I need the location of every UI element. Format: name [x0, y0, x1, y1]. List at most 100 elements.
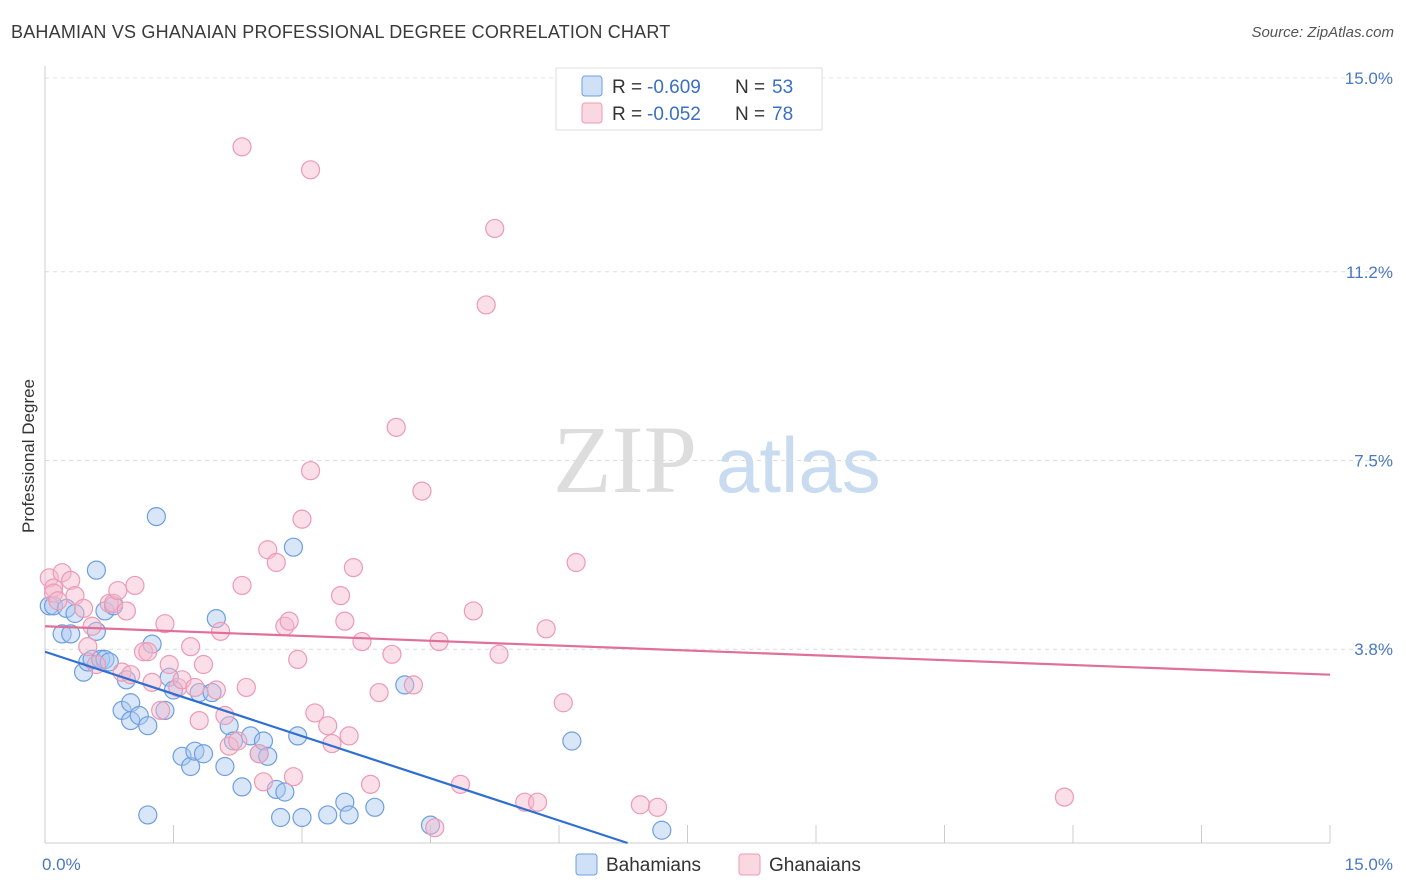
bahamians-point-44	[275, 782, 295, 802]
bahamians-point-21	[138, 716, 158, 736]
ghanaians-point-69	[527, 792, 548, 812]
bahamians-point-50	[339, 805, 359, 825]
source-note: Source: ZipAtlas.com	[1251, 24, 1394, 41]
ghanaians-point-42	[279, 611, 299, 631]
ghanaians-point-37	[249, 744, 269, 764]
series-legend: Bahamians Ghanaians	[575, 853, 861, 876]
ghanaians-point-35	[232, 575, 252, 596]
watermark-zip: ZIP	[553, 406, 697, 513]
ghanaians-point-36	[236, 677, 256, 698]
ghanaians-point-38	[253, 772, 274, 792]
legend-swatch-bahamians	[581, 75, 603, 97]
y-tick-labels: 3.8% 7.5% 11.2% 15.0%	[1345, 69, 1393, 659]
bahamians-point-51	[365, 797, 385, 817]
bahamians-point-49	[335, 792, 355, 812]
bahamians-point-35	[219, 716, 239, 736]
legend-n-label-2: N =	[735, 104, 765, 125]
x-tick-label-0: 0.0%	[42, 855, 81, 874]
ghanaians-point-44	[288, 649, 308, 670]
bahamians-point-34	[215, 756, 235, 777]
ghanaians-point-59	[403, 675, 423, 695]
ghanaians-point-19	[138, 642, 158, 662]
ghanaians-point-72	[566, 552, 586, 573]
ghanaians-point-26	[181, 637, 201, 657]
bahamians-point-40	[253, 731, 274, 751]
y-tick-label-0: 3.8%	[1354, 640, 1393, 659]
ghanaians-point-71	[553, 693, 573, 713]
legend-r-label-2: R =	[612, 104, 642, 125]
bahamians-point-47	[292, 807, 312, 828]
ghanaians-trend-line	[44, 625, 1331, 676]
legend-r-value-1: -0.609	[647, 77, 701, 98]
ghanaians-point-73	[630, 795, 650, 815]
ghanaians-point-61	[425, 818, 445, 838]
bottom-legend-swatch-bahamians	[575, 853, 598, 876]
bahamians-point-4	[61, 624, 81, 644]
ghanaians-point-17	[125, 575, 145, 596]
y-tick-label-3: 15.0%	[1345, 69, 1393, 88]
bahamians-point-24	[155, 700, 175, 721]
ghanaians-point-40	[266, 552, 286, 573]
ghanaians-point-66	[485, 218, 505, 239]
ghanaians-point-56	[369, 682, 389, 703]
correlation-legend: R = -0.609 N = 53 R = -0.052 N = 78	[555, 67, 823, 131]
ghanaians-point-58	[386, 417, 406, 437]
legend-r-value-2: -0.052	[647, 104, 701, 125]
bottom-legend-label-ghanaians: Ghanaians	[769, 855, 861, 876]
legend-r-label-1: R =	[612, 77, 642, 98]
bahamians-point-46	[288, 726, 308, 746]
gridlines	[45, 77, 1390, 650]
bahamians-point-10	[86, 560, 107, 580]
ghanaians-point-48	[318, 716, 338, 736]
ghanaians-point-65	[476, 295, 496, 315]
bahamians-point-48	[318, 805, 338, 825]
ghanaians-point-76	[232, 137, 252, 157]
legend-n-value-2: 78	[772, 104, 793, 125]
ghanaians-point-50	[330, 586, 351, 606]
bahamians-point-55	[652, 820, 672, 840]
ghanaians-point-75	[1054, 787, 1075, 807]
watermark-atlas: atlas	[716, 421, 881, 509]
bahamians-point-23	[146, 506, 166, 527]
ghanaians-point-13	[108, 580, 128, 601]
ghanaians-point-29	[193, 654, 214, 675]
ghanaians-point-28	[189, 710, 209, 731]
ghanaians-point-32	[215, 705, 235, 726]
ghanaians-point-23	[159, 654, 179, 675]
ghanaians-point-3	[48, 591, 68, 611]
bahamians-point-33	[206, 608, 226, 629]
ghanaians-point-34	[228, 731, 248, 751]
ghanaians-point-31	[211, 621, 231, 641]
y-tick-label-1: 7.5%	[1354, 452, 1393, 471]
ghanaians-point-77	[300, 160, 321, 180]
ghanaians-point-43	[283, 767, 304, 787]
legend-swatch-ghanaians	[581, 102, 603, 124]
data-points	[39, 137, 1075, 840]
ghanaians-point-60	[412, 481, 432, 501]
ghanaians-point-0	[39, 568, 59, 588]
ghanaians-point-53	[343, 557, 363, 578]
ghanaians-point-45	[292, 509, 312, 529]
ghanaians-point-46	[300, 461, 321, 481]
trend-lines	[44, 625, 1331, 845]
bahamians-point-28	[181, 756, 201, 777]
ghanaians-point-64	[463, 601, 483, 621]
bahamians-point-37	[232, 777, 252, 797]
bottom-legend-swatch-ghanaians	[738, 853, 761, 876]
bahamians-point-45	[283, 537, 304, 557]
ghanaians-point-21	[151, 700, 171, 721]
legend-n-label-1: N =	[735, 77, 765, 98]
ghanaians-point-1	[43, 578, 64, 598]
ghanaians-point-5	[61, 570, 81, 590]
ghanaians-point-18	[133, 642, 154, 662]
ghanaians-point-9	[82, 616, 102, 636]
ghanaians-point-57	[382, 644, 402, 664]
ghanaians-point-74	[647, 797, 668, 817]
ghanaians-point-51	[335, 611, 355, 631]
ghanaians-point-52	[339, 726, 359, 746]
ghanaians-point-7	[73, 598, 94, 619]
bottom-legend-label-bahamians: Bahamians	[606, 855, 701, 876]
ghanaians-point-27	[185, 677, 205, 698]
ghanaians-point-55	[360, 774, 381, 794]
